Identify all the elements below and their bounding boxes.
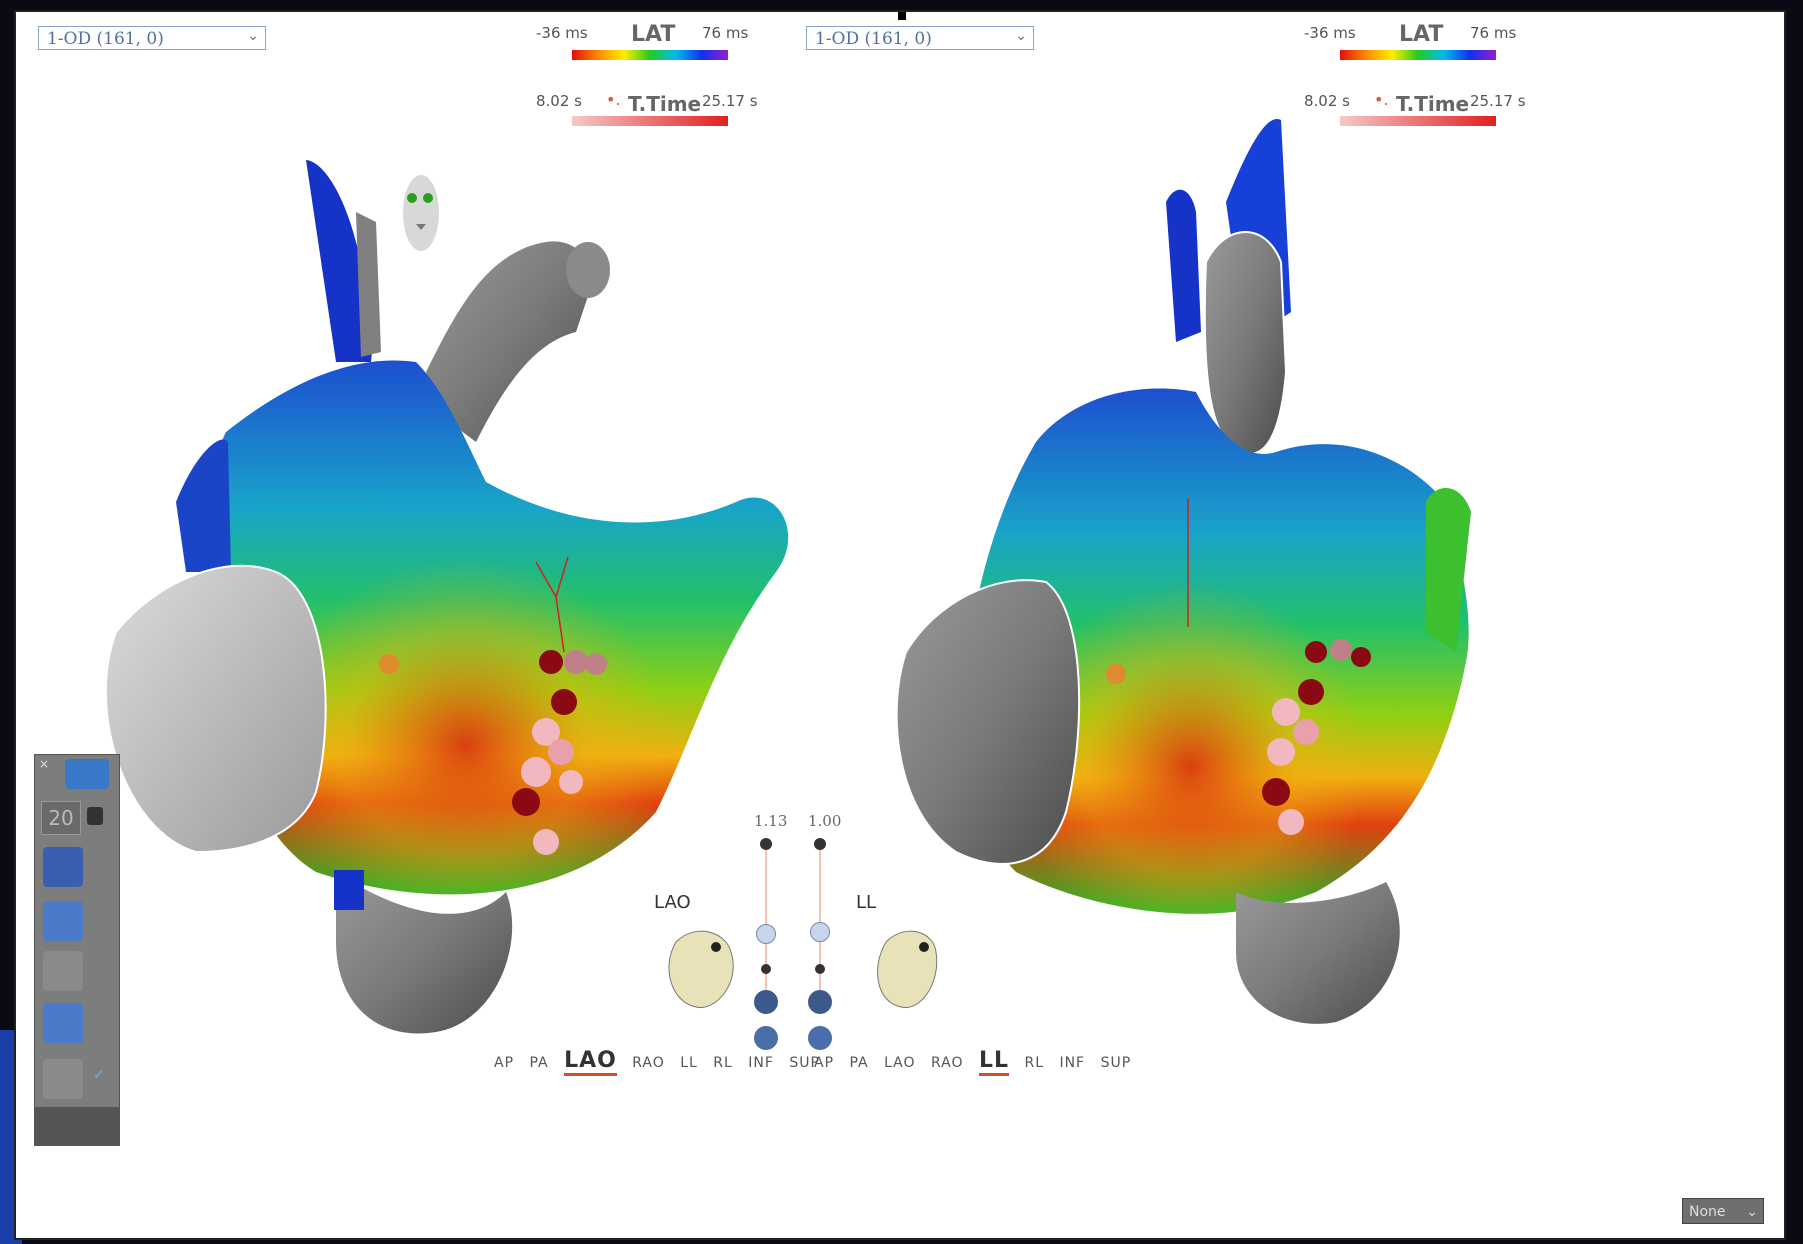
orientation-label-left: LAO xyxy=(654,892,691,913)
view-lao[interactable]: LAO xyxy=(884,1055,916,1071)
catheter-line xyxy=(535,556,569,653)
close-icon[interactable]: × xyxy=(39,757,50,771)
slider-top-stop xyxy=(814,838,826,850)
view-rl[interactable]: RL xyxy=(713,1055,733,1071)
lat-max-label: 76 ms xyxy=(702,24,749,42)
lat-title: LAT xyxy=(631,22,676,47)
left-anatomy-mesh[interactable] xyxy=(104,160,789,1034)
chevron-down-icon: ⌄ xyxy=(1015,28,1027,44)
disabled-tool-icon xyxy=(43,1059,83,1099)
lat-color-scale xyxy=(572,50,728,60)
map-scene[interactable] xyxy=(16,12,1786,1240)
ttime-color-scale xyxy=(572,116,728,126)
reset-view-icon[interactable] xyxy=(754,1026,778,1050)
checkmark-icon: ✓ xyxy=(93,1067,105,1083)
zoom-slider-thumb-right[interactable] xyxy=(810,922,830,942)
lat-legend-right: -36 ms LAT 76 ms 8.02 s •. T.Time 25.17 … xyxy=(1304,20,1564,130)
ttime-min-label: 8.02 s xyxy=(536,92,582,110)
none-dropdown-value: None xyxy=(1689,1204,1726,1220)
rotate-down-icon[interactable] xyxy=(754,990,778,1014)
view-corner-marker xyxy=(898,12,906,20)
lat-legend-left: -36 ms LAT 76 ms 8.02 s •. T.Time 25.17 … xyxy=(536,20,796,130)
view-lao-selected[interactable]: LAO xyxy=(564,1048,617,1076)
disabled-tool-icon xyxy=(43,951,83,991)
ll-heart-icon xyxy=(877,930,938,1008)
slider-value-left: 1.13 xyxy=(754,812,788,830)
view-ap[interactable]: AP xyxy=(814,1055,835,1071)
view-inf[interactable]: INF xyxy=(1059,1055,1086,1071)
catheter-tool-icon[interactable] xyxy=(43,901,83,941)
view-ll-selected[interactable]: LL xyxy=(978,1048,1010,1076)
tool-panel: × 20 ✓ xyxy=(34,754,120,1146)
color-grid-icon[interactable] xyxy=(43,847,83,887)
lat-title: LAT xyxy=(1399,22,1444,47)
view-sup[interactable]: SUP xyxy=(789,1055,820,1071)
filter-map-icon[interactable] xyxy=(65,759,109,789)
view-ap[interactable]: AP xyxy=(494,1055,515,1071)
ttime-max-label: 25.17 s xyxy=(1470,92,1526,110)
map-select-left[interactable]: 1-OD (161, 0) ⌄ xyxy=(38,26,266,50)
lock-icon[interactable] xyxy=(87,807,103,825)
lao-heart-icon xyxy=(668,930,734,1008)
ablation-lesion-cluster-left xyxy=(512,650,607,855)
view-pa[interactable]: PA xyxy=(849,1055,869,1071)
view-pa[interactable]: PA xyxy=(529,1055,549,1071)
slider-value-right: 1.00 xyxy=(808,812,842,830)
lesion-tool-icon[interactable] xyxy=(43,1003,83,1043)
view-selector-right[interactable]: AP PA LAO RAO LL RL INF SUP xyxy=(814,1048,1141,1076)
slider-top-stop xyxy=(760,838,772,850)
view-rao[interactable]: RAO xyxy=(931,1055,964,1071)
map-select-right[interactable]: 1-OD (161, 0) ⌄ xyxy=(806,26,1034,50)
chevron-down-icon: ⌄ xyxy=(1746,1204,1758,1220)
view-ll[interactable]: LL xyxy=(680,1055,698,1071)
ttime-title: T.Time xyxy=(628,92,702,116)
slider-bottom-stop xyxy=(815,964,825,974)
lat-max-label: 76 ms xyxy=(1470,24,1517,42)
map-select-value: 1-OD (161, 0) xyxy=(815,29,932,49)
view-inf[interactable]: INF xyxy=(748,1055,774,1071)
ttime-title: T.Time xyxy=(1396,92,1470,116)
view-sup[interactable]: SUP xyxy=(1100,1055,1132,1071)
ttime-max-label: 25.17 s xyxy=(702,92,758,110)
reset-view-icon[interactable] xyxy=(808,1026,832,1050)
point-count-field[interactable]: 20 xyxy=(41,801,81,835)
right-anatomy-mesh[interactable] xyxy=(895,118,1471,1024)
lat-color-scale xyxy=(1340,50,1496,60)
view-rao[interactable]: RAO xyxy=(632,1055,665,1071)
ttime-min-label: 8.02 s xyxy=(1304,92,1350,110)
slider-bottom-stop xyxy=(761,964,771,974)
ttime-icon: •. xyxy=(1374,90,1389,109)
lat-min-label: -36 ms xyxy=(536,24,588,42)
ttime-icon: •. xyxy=(606,90,621,109)
view-rl[interactable]: RL xyxy=(1024,1055,1044,1071)
ablation-lesion-cluster-right xyxy=(1262,639,1371,835)
map-select-value: 1-OD (161, 0) xyxy=(47,29,164,49)
zoom-slider-thumb-left[interactable] xyxy=(756,924,776,944)
orientation-head-icon xyxy=(403,175,439,251)
heart-tool-icon[interactable] xyxy=(35,1107,119,1145)
catheter-tip-marker xyxy=(1106,664,1126,684)
chevron-down-icon: ⌄ xyxy=(247,28,259,44)
carto-map-window: 1-OD (161, 0) ⌄ -36 ms LAT 76 ms 8.02 s … xyxy=(14,10,1786,1240)
rotate-down-icon[interactable] xyxy=(808,990,832,1014)
view-selector-left[interactable]: AP PA LAO RAO LL RL INF SUP xyxy=(494,1048,830,1076)
catheter-tip-marker xyxy=(379,654,399,674)
orientation-label-right: LL xyxy=(856,892,877,913)
none-dropdown[interactable]: None ⌄ xyxy=(1682,1198,1764,1224)
lat-min-label: -36 ms xyxy=(1304,24,1356,42)
ttime-color-scale xyxy=(1340,116,1496,126)
